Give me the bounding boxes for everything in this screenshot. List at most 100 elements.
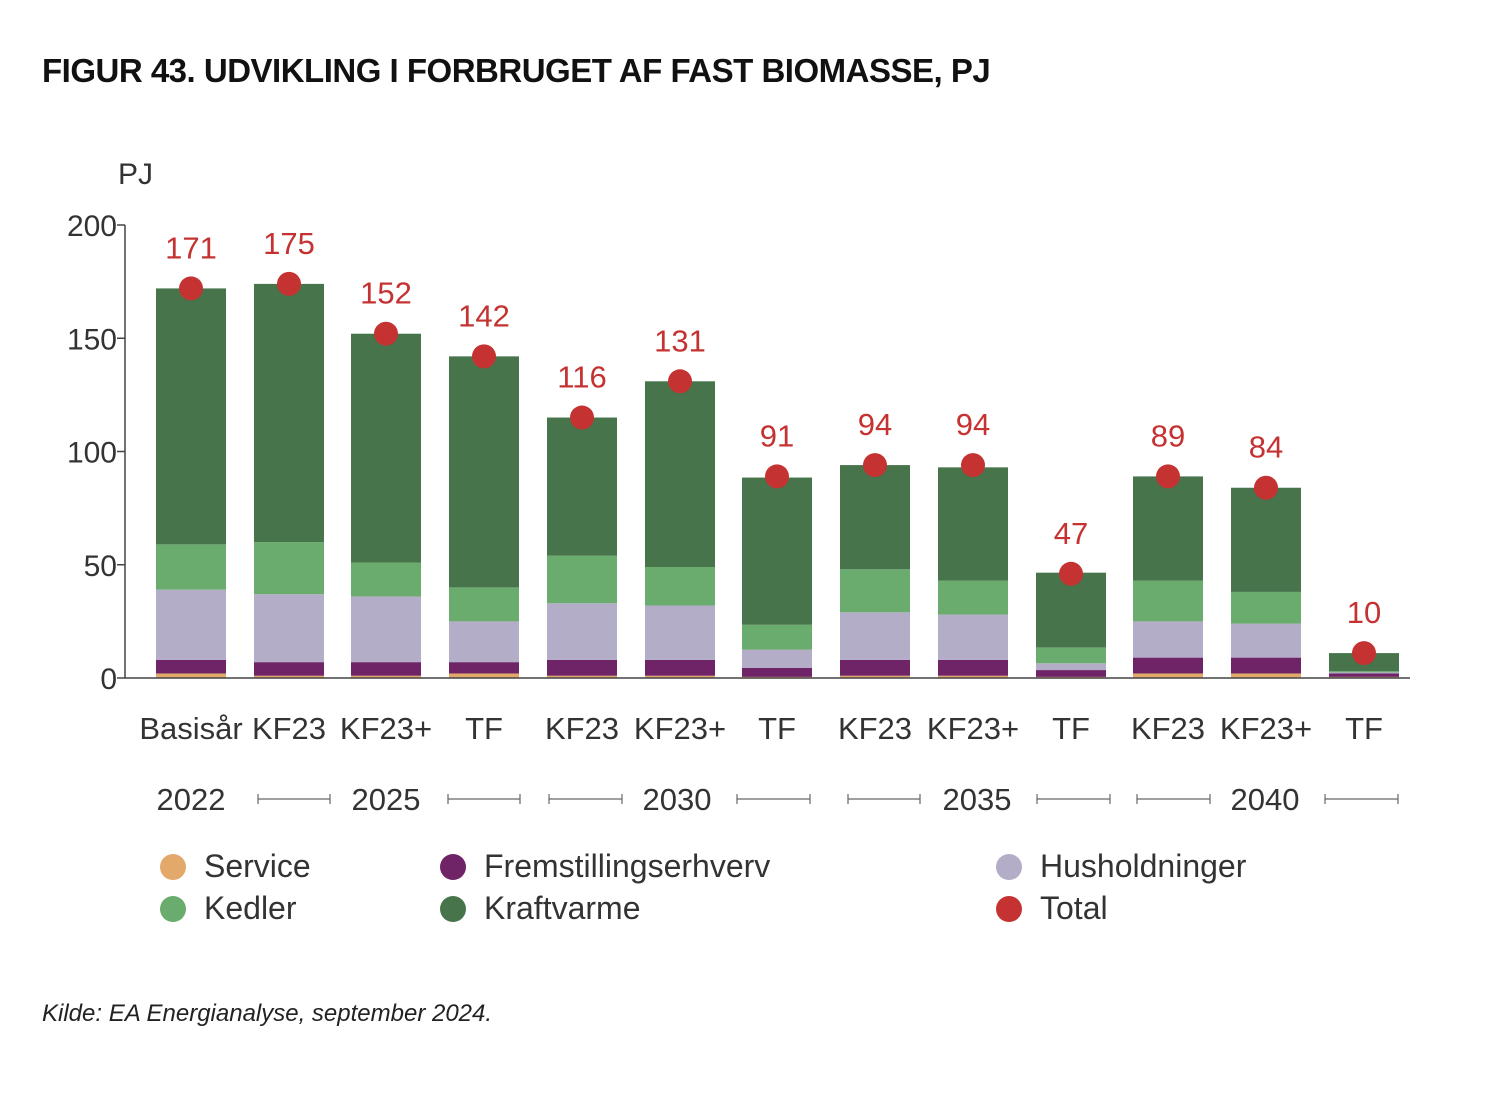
- x-category-label: KF23: [545, 711, 619, 746]
- total-value-label: 10: [1347, 595, 1381, 630]
- bar-segment-fremstillingserhverv: [351, 662, 421, 676]
- total-value-label: 152: [360, 276, 412, 311]
- bar-segment-service: [1133, 673, 1203, 678]
- x-category-label: TF: [1345, 711, 1383, 746]
- total-value-label: 47: [1054, 516, 1088, 551]
- total-value-label: 89: [1151, 418, 1185, 453]
- bar-segment-kraftvarme: [547, 417, 617, 556]
- x-category-label: Basisår: [139, 711, 242, 746]
- bar-segment-kedler: [351, 562, 421, 597]
- x-category-label: TF: [1052, 711, 1090, 746]
- bar-segment-fremstillingserhverv: [938, 659, 1008, 676]
- total-marker: [1059, 561, 1083, 586]
- bar-segment-husholdninger: [1133, 621, 1203, 658]
- bar-segment-fremstillingserhverv: [547, 659, 617, 676]
- bar-segment-fremstillingserhverv: [840, 659, 910, 676]
- total-value-label: 142: [458, 298, 510, 333]
- y-axis-unit-label: PJ: [118, 158, 153, 191]
- bar-segment-service: [547, 675, 617, 678]
- bar-segment-husholdninger: [1036, 663, 1106, 671]
- bar-segment-kedler: [156, 544, 226, 590]
- bar-segment-kraftvarme: [645, 381, 715, 568]
- bar-segment-kraftvarme: [938, 467, 1008, 581]
- bar-segment-husholdninger: [547, 603, 617, 660]
- bar-segment-kedler: [449, 587, 519, 622]
- bar-segment-kedler: [840, 569, 910, 613]
- bar-segment-husholdninger: [645, 605, 715, 660]
- bar-segment-fremstillingserhverv: [1036, 670, 1106, 677]
- total-markers: 171 175 152 142 116 131 91 94 94 47 89 84 10: [165, 226, 1381, 666]
- year-groups: 2022 2025 2030 2035 2040: [157, 782, 1399, 817]
- y-tick-label: 100: [67, 437, 117, 470]
- bar-segment-kraftvarme: [1133, 476, 1203, 581]
- bar-segment-husholdninger: [254, 594, 324, 663]
- bar-segment-kedler: [742, 624, 812, 650]
- bar-segment-husholdninger: [938, 614, 1008, 660]
- x-category-label: KF23+: [927, 711, 1019, 746]
- year-group-label: 2022: [157, 782, 226, 817]
- y-axis: 0 50 100 150 200: [67, 210, 126, 696]
- total-marker: [374, 321, 398, 346]
- bar-segment-kraftvarme: [449, 356, 519, 588]
- x-category-label: TF: [465, 711, 503, 746]
- total-marker: [863, 453, 887, 478]
- total-marker: [1352, 641, 1376, 666]
- bar-segment-service: [351, 675, 421, 678]
- total-value-label: 84: [1249, 430, 1283, 465]
- bar-segment-kraftvarme: [1231, 487, 1301, 592]
- total-marker: [570, 405, 594, 430]
- x-category-label: KF23+: [634, 711, 726, 746]
- bar-segment-husholdninger: [742, 649, 812, 668]
- year-group-label: 2040: [1231, 782, 1300, 817]
- total-value-label: 175: [263, 226, 315, 261]
- year-group-label: 2030: [643, 782, 712, 817]
- bar-segment-service: [840, 675, 910, 678]
- bar-segment-kraftvarme: [742, 477, 812, 625]
- bar-segment-kedler: [1329, 671, 1399, 673]
- bar-segment-fremstillingserhverv: [1133, 657, 1203, 674]
- x-category-label: KF23: [838, 711, 912, 746]
- bar-segment-fremstillingserhverv: [449, 662, 519, 674]
- bar-segment-kraftvarme: [840, 465, 910, 570]
- bar-segment-fremstillingserhverv: [645, 659, 715, 676]
- total-value-label: 116: [557, 360, 606, 395]
- bar-segment-fremstillingserhverv: [1329, 673, 1399, 677]
- bar-segment-service: [449, 673, 519, 678]
- x-category-label: KF23: [1131, 711, 1205, 746]
- bar-segment-kedler: [645, 567, 715, 606]
- bar-segment-kraftvarme: [351, 333, 421, 563]
- total-value-label: 94: [858, 407, 892, 442]
- bar-segment-kedler: [254, 542, 324, 595]
- bar-segment-kedler: [1133, 580, 1203, 622]
- y-tick-label: 200: [67, 210, 117, 243]
- bar-segment-fremstillingserhverv: [1231, 657, 1301, 674]
- bar-segment-service: [156, 673, 226, 678]
- bar-segment-fremstillingserhverv: [254, 662, 324, 676]
- bar-segment-service: [1231, 673, 1301, 678]
- bar-segment-service: [938, 675, 1008, 678]
- total-marker: [1156, 464, 1180, 489]
- year-group-label: 2035: [943, 782, 1012, 817]
- bar-segment-husholdninger: [840, 612, 910, 660]
- bar-segment-kedler: [1036, 647, 1106, 664]
- bar-segment-fremstillingserhverv: [156, 659, 226, 674]
- bar-segment-husholdninger: [449, 621, 519, 663]
- bar-segment-husholdninger: [156, 589, 226, 660]
- y-tick-label: 150: [67, 323, 117, 356]
- total-marker: [668, 369, 692, 394]
- bar-segment-husholdninger: [351, 596, 421, 663]
- bar-segment-kedler: [938, 580, 1008, 615]
- total-marker: [472, 344, 496, 369]
- y-tick-label: 0: [100, 663, 117, 696]
- x-category-label: KF23+: [1220, 711, 1312, 746]
- x-category-label: KF23: [252, 711, 326, 746]
- total-marker: [179, 276, 203, 301]
- total-marker: [765, 464, 789, 489]
- total-value-label: 131: [654, 323, 706, 358]
- bar-segment-husholdninger: [1231, 623, 1301, 658]
- total-value-label: 91: [760, 418, 794, 453]
- x-category-label: KF23+: [340, 711, 432, 746]
- total-marker: [277, 271, 301, 296]
- total-value-label: 94: [956, 407, 990, 442]
